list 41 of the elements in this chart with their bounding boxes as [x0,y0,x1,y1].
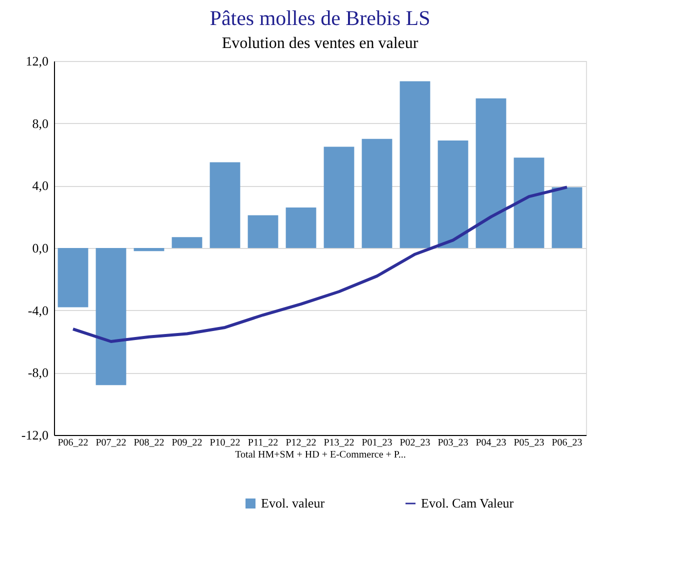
x-tick-label: P10_22 [210,438,240,448]
x-tick-label: P07_22 [96,438,126,448]
bar [362,138,392,248]
bar [210,162,240,248]
bar [400,81,430,248]
y-tick-label: -8,0 [28,365,48,380]
x-tick-label: P03_23 [438,438,468,448]
y-tick-label: 0,0 [32,240,48,256]
x-axis-title: Total HM+SM + HD + E-Commerce + P... [235,450,406,460]
bar [172,237,202,248]
legend-label: Evol. valeur [261,496,326,510]
y-tick-label: 8,0 [32,116,48,131]
x-tick-label: P02_23 [400,438,430,448]
bar [58,248,88,308]
y-tick-label: -4,0 [28,302,48,318]
x-tick-label: P04_23 [476,438,506,448]
line-series [72,186,568,343]
bar [324,146,354,248]
x-tick-label: P08_22 [134,438,164,448]
x-tick-label: P12_22 [286,438,316,448]
bar [514,158,544,248]
x-tick-label: P13_22 [324,438,354,448]
bar [134,248,164,252]
x-tick-label: P11_22 [248,438,278,448]
x-tick-label: P06_23 [552,438,582,448]
bar [552,187,582,248]
chart-title: Pâtes molles de Brebis LS [210,6,430,30]
y-tick-label: -12,0 [21,428,48,442]
bar [438,140,468,248]
legend-label: Evol. Cam Valeur [421,496,514,510]
bar [248,215,278,248]
bar [286,207,316,248]
y-tick-label: 4,0 [32,178,48,194]
y-tick-label: 12,0 [26,54,48,68]
x-tick-label: P01_23 [362,438,392,448]
chart-subtitle: Evolution des ventes en valeur [222,35,419,52]
x-tick-label: P05_23 [514,438,544,448]
x-tick-label: P09_22 [172,438,202,448]
x-tick-label: P06_22 [58,438,88,448]
bar [96,248,126,386]
bar [476,98,506,248]
